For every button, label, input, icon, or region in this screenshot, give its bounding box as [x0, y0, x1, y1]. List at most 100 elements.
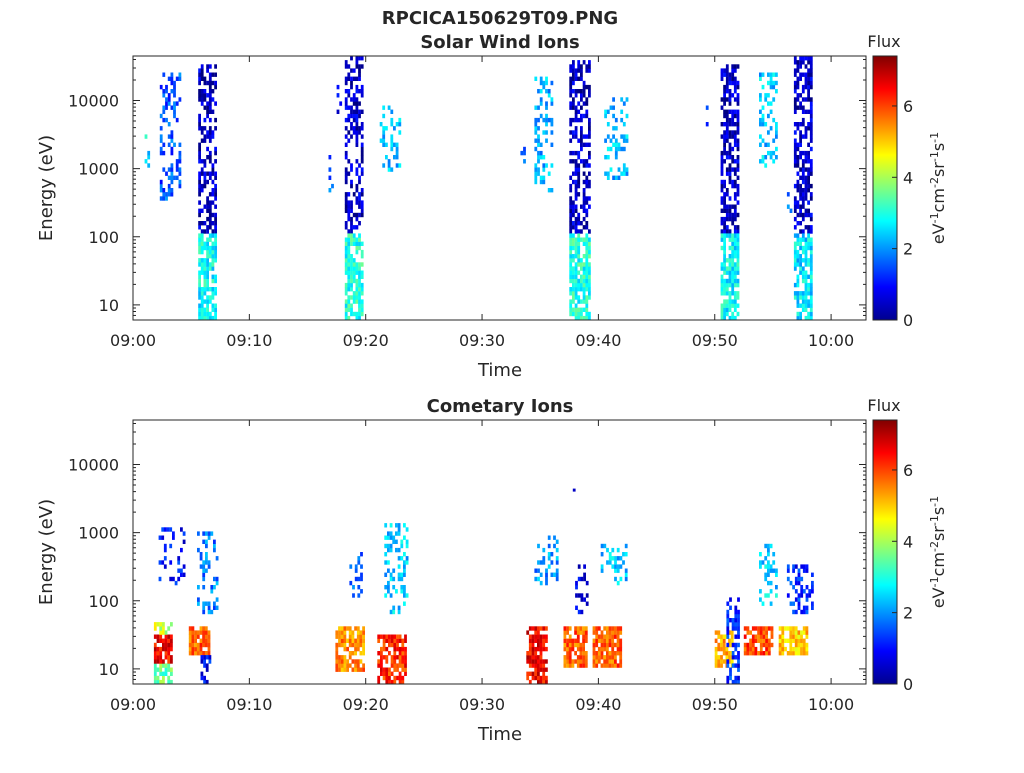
heatmap-cell	[211, 278, 215, 284]
heatmap-cell	[537, 117, 540, 123]
heatmap-cell	[608, 659, 612, 664]
heatmap-cell	[778, 646, 782, 652]
heatmap-cell	[355, 295, 359, 300]
heatmap-cell	[211, 89, 215, 94]
heatmap-cell	[726, 609, 730, 615]
heatmap-cell	[802, 626, 806, 631]
heatmap-cell	[720, 303, 724, 308]
heatmap-cell	[208, 237, 212, 242]
heatmap-cell	[162, 630, 165, 635]
heatmap-cell	[387, 560, 390, 565]
heatmap-cell	[531, 634, 535, 639]
heatmap-cell	[580, 113, 583, 119]
heatmap-cell	[188, 630, 192, 635]
heatmap-cell	[797, 642, 801, 648]
heatmap-cell	[793, 72, 797, 77]
heatmap-cell	[582, 134, 586, 139]
heatmap-cell	[731, 159, 735, 164]
heatmap-cell	[588, 68, 591, 73]
heatmap-cell	[214, 117, 217, 123]
heatmap-cell	[382, 163, 386, 168]
heatmap-cell	[348, 663, 352, 668]
heatmap-cell	[723, 196, 726, 201]
heatmap-cell	[392, 535, 396, 540]
heatmap-cell	[400, 576, 404, 582]
heatmap-cell	[208, 200, 212, 205]
heatmap-cell	[761, 72, 765, 77]
heatmap-cell	[807, 237, 810, 242]
heatmap-cell	[211, 249, 215, 255]
heatmap-cell	[208, 101, 212, 106]
heatmap-cell	[731, 68, 735, 73]
heatmap-cell	[547, 543, 551, 549]
heatmap-cell	[162, 679, 165, 685]
heatmap-cell	[200, 245, 204, 251]
heatmap-cell	[347, 159, 351, 164]
heatmap-cell	[203, 675, 206, 681]
heatmap-cell	[592, 655, 596, 660]
heatmap-cell	[523, 159, 526, 164]
heatmap-cell	[574, 303, 578, 308]
heatmap-cell	[737, 597, 740, 602]
heatmap-cell	[751, 634, 755, 639]
heatmap-cell	[563, 642, 567, 648]
heatmap-cell	[537, 576, 540, 582]
heatmap-cell	[572, 237, 575, 242]
heatmap-cell	[537, 568, 540, 573]
heatmap-cell	[569, 80, 573, 86]
heatmap-cell	[352, 192, 356, 197]
heatmap-cell	[572, 72, 575, 77]
heatmap-cell	[355, 237, 359, 242]
heatmap-cell	[720, 634, 723, 639]
heatmap-cell	[167, 183, 171, 189]
heatmap-cell	[208, 221, 212, 226]
heatmap-cell	[608, 626, 612, 631]
heatmap-cell	[577, 192, 581, 197]
heatmap-cell	[575, 585, 578, 590]
heatmap-cell	[582, 307, 586, 312]
heatmap-cell	[164, 630, 168, 635]
heatmap-cell	[352, 225, 356, 230]
heatmap-cell	[805, 630, 809, 635]
heatmap-cell	[164, 642, 168, 648]
heatmap-cell	[173, 113, 176, 119]
heatmap-cell	[170, 138, 174, 143]
heatmap-cell	[767, 580, 770, 586]
heatmap-cell	[352, 109, 356, 114]
heatmap-cell	[574, 287, 578, 292]
heatmap-cell	[211, 192, 215, 197]
heatmap-cell	[360, 287, 364, 292]
heatmap-cell	[809, 134, 813, 139]
heatmap-cell	[608, 651, 612, 656]
heatmap-cell	[206, 208, 209, 213]
heatmap-cell	[526, 651, 530, 656]
heatmap-cell	[761, 113, 765, 119]
heatmap-cell	[188, 642, 192, 648]
heatmap-cell	[714, 630, 718, 635]
heatmap-cell	[809, 270, 813, 275]
heatmap-cell	[534, 171, 538, 176]
heatmap-cell	[574, 68, 578, 73]
heatmap-cell	[198, 233, 201, 238]
heatmap-cell	[723, 262, 726, 267]
heatmap-cell	[550, 101, 554, 106]
heatmap-cell	[178, 155, 182, 160]
heatmap-cell	[807, 159, 810, 164]
heatmap-cell	[733, 274, 737, 279]
heatmap-cell	[804, 282, 808, 288]
heatmap-cell	[580, 97, 583, 102]
heatmap-cell	[608, 655, 612, 660]
heatmap-cell	[793, 249, 797, 255]
heatmap-cell	[731, 270, 735, 275]
heatmap-cell	[733, 229, 737, 234]
heatmap-cell	[351, 667, 355, 672]
heatmap-cell	[343, 659, 347, 664]
heatmap-cell	[537, 646, 540, 652]
heatmap-cell	[759, 134, 762, 139]
heatmap-cell	[799, 266, 802, 271]
heatmap-cell	[772, 97, 776, 102]
heatmap-cell	[547, 188, 551, 193]
heatmap-cell	[362, 626, 365, 631]
heatmap-cell	[794, 576, 798, 582]
heatmap-cell	[389, 572, 393, 577]
